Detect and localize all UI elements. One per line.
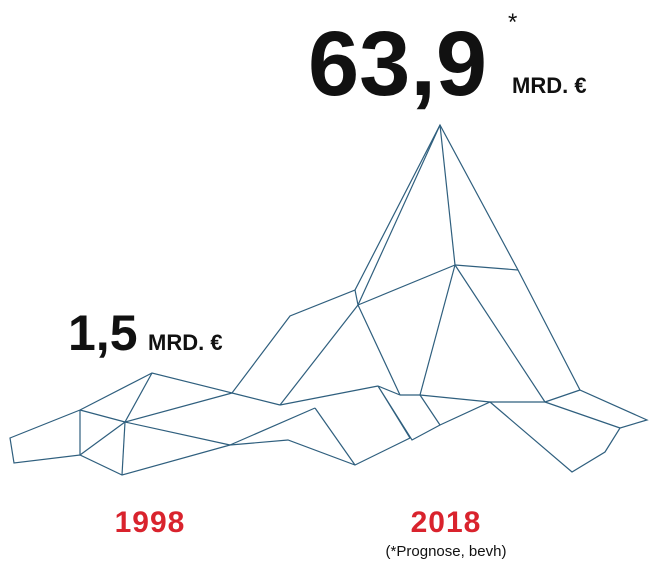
end-year: 2018 xyxy=(411,506,482,539)
headline-unit: MRD. € xyxy=(512,73,587,98)
source-note: (*Prognose, bevh) xyxy=(386,543,507,560)
headline-value: 63,9 xyxy=(308,13,487,115)
mountain-wireframe xyxy=(10,125,647,475)
footnote-mark: * xyxy=(508,9,517,36)
start-value: 1,5 xyxy=(68,305,138,361)
start-year: 1998 xyxy=(115,506,186,539)
canvas: 63,9 * MRD. € 1,5 MRD. € 1998 2018 (*Pro… xyxy=(0,0,650,563)
infographic: 63,9 * MRD. € 1,5 MRD. € 1998 2018 (*Pro… xyxy=(0,0,650,563)
start-unit: MRD. € xyxy=(148,330,223,355)
